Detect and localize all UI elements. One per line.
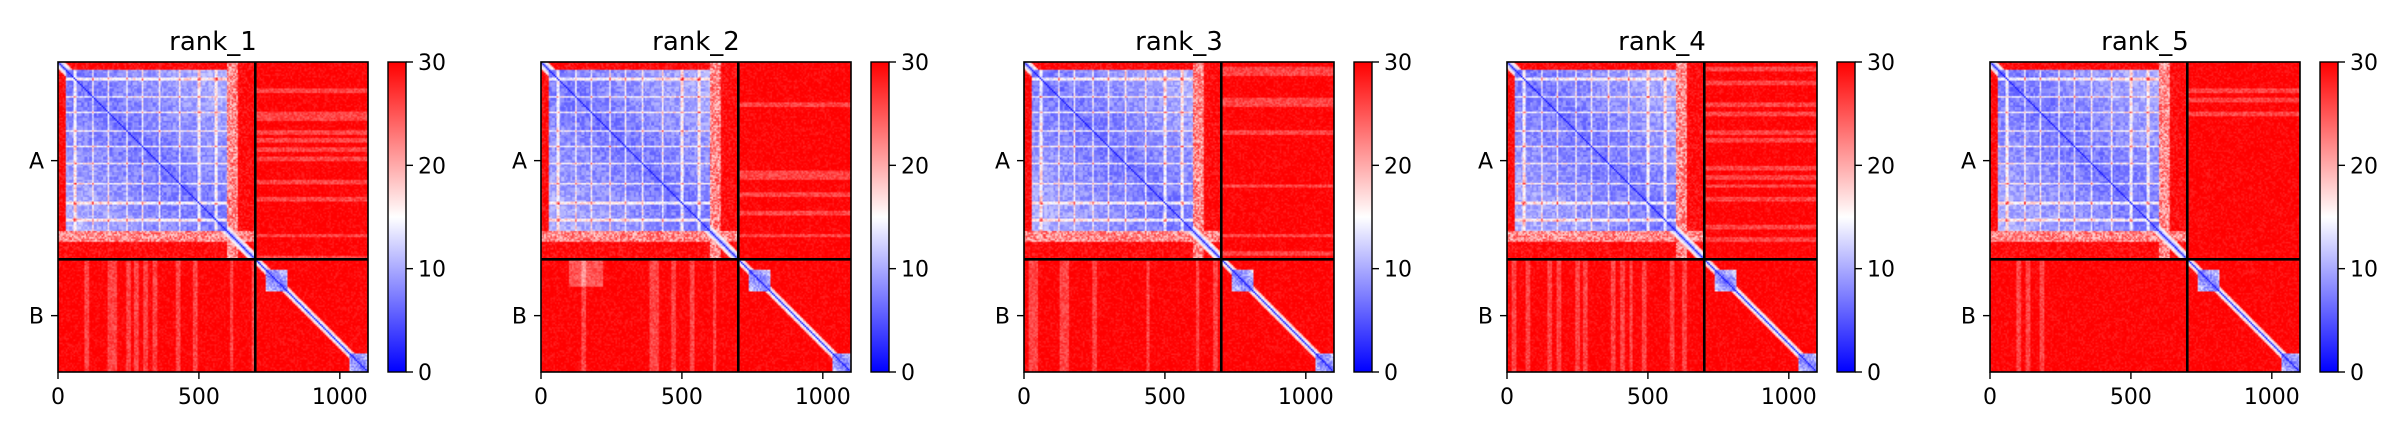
axes-frame: [1989, 61, 2301, 373]
colorbar-tick-label: 20: [418, 154, 446, 179]
chain-label-A: A: [512, 150, 527, 175]
colorbar-tick-label: 0: [1867, 361, 1881, 386]
x-tick-label: 500: [178, 385, 220, 410]
panel-title: rank_2: [652, 27, 740, 57]
panel-rank_4: rank_4 0 500 1000 A B 0 10 20 30: [1478, 27, 1895, 410]
pae-heatmap: [1990, 62, 2300, 372]
chain-label-B: B: [512, 305, 527, 330]
colorbar-tick-label: 30: [1867, 51, 1895, 76]
colorbar: [2320, 62, 2338, 372]
panel-title: rank_1: [169, 27, 257, 57]
colorbar-tick-label: 10: [418, 258, 446, 283]
colorbar-tick-label: 10: [1867, 258, 1895, 283]
colorbar-tick-label: 0: [901, 361, 915, 386]
panel-rank_5: rank_5 0 500 1000 A B 0 10 20 30: [1961, 27, 2378, 410]
colorbar-tick-label: 20: [901, 154, 929, 179]
x-tick-label: 0: [1983, 385, 1997, 410]
axes-frame: [57, 61, 369, 373]
pae-heatmap: [58, 62, 368, 372]
panel-rank_1: rank_1 0 500 1000 A B 0 10 20 30: [29, 27, 446, 410]
colorbar: [388, 62, 406, 372]
panel-rank_3: rank_3 0 500 1000 A B 0 10 20 30: [995, 27, 1412, 410]
panel-title: rank_4: [1618, 27, 1706, 57]
colorbar-tick-label: 30: [1384, 51, 1412, 76]
pae-heatmap: [1507, 62, 1817, 372]
axes-frame: [1023, 61, 1335, 373]
x-tick-label: 0: [534, 385, 548, 410]
x-tick-label: 500: [2110, 385, 2152, 410]
x-tick-label: 500: [1627, 385, 1669, 410]
panel-title: rank_5: [2101, 27, 2189, 57]
x-tick-label: 1000: [1278, 385, 1334, 410]
colorbar-tick-label: 10: [1384, 258, 1412, 283]
colorbar: [1354, 62, 1372, 372]
colorbar-tick-label: 30: [418, 51, 446, 76]
x-tick-label: 0: [51, 385, 65, 410]
colorbar-tick-label: 0: [418, 361, 432, 386]
x-tick-label: 0: [1017, 385, 1031, 410]
colorbar-tick-label: 0: [1384, 361, 1398, 386]
colorbar-tick-label: 0: [2350, 361, 2364, 386]
colorbar-frame: [870, 61, 890, 373]
chain-label-A: A: [995, 150, 1010, 175]
x-tick-label: 1000: [1761, 385, 1817, 410]
pae-heatmap: [541, 62, 851, 372]
colorbar-tick-label: 20: [1384, 154, 1412, 179]
colorbar: [871, 62, 889, 372]
chain-label-B: B: [1961, 305, 1976, 330]
chain-label-A: A: [1961, 150, 1976, 175]
x-tick-label: 1000: [2244, 385, 2300, 410]
x-tick-label: 1000: [312, 385, 368, 410]
chain-label-B: B: [29, 305, 44, 330]
chain-label-A: A: [29, 150, 44, 175]
colorbar-tick-label: 10: [901, 258, 929, 283]
axes-frame: [540, 61, 852, 373]
colorbar-tick-label: 20: [2350, 154, 2378, 179]
pae-heatmap: [1024, 62, 1334, 372]
colorbar-frame: [1353, 61, 1373, 373]
x-tick-label: 500: [661, 385, 703, 410]
panel-title: rank_3: [1135, 27, 1223, 57]
x-tick-label: 500: [1144, 385, 1186, 410]
x-tick-label: 0: [1500, 385, 1514, 410]
colorbar-frame: [2319, 61, 2339, 373]
colorbar-tick-label: 30: [2350, 51, 2378, 76]
colorbar-tick-label: 20: [1867, 154, 1895, 179]
x-tick-label: 1000: [795, 385, 851, 410]
colorbar-frame: [1836, 61, 1856, 373]
chain-label-A: A: [1478, 150, 1493, 175]
chain-label-B: B: [1478, 305, 1493, 330]
colorbar: [1837, 62, 1855, 372]
colorbar-tick-label: 30: [901, 51, 929, 76]
colorbar-tick-label: 10: [2350, 258, 2378, 283]
panel-rank_2: rank_2 0 500 1000 A B 0 10 20 30: [512, 27, 929, 410]
chain-label-B: B: [995, 305, 1010, 330]
colorbar-frame: [387, 61, 407, 373]
axes-frame: [1506, 61, 1818, 373]
